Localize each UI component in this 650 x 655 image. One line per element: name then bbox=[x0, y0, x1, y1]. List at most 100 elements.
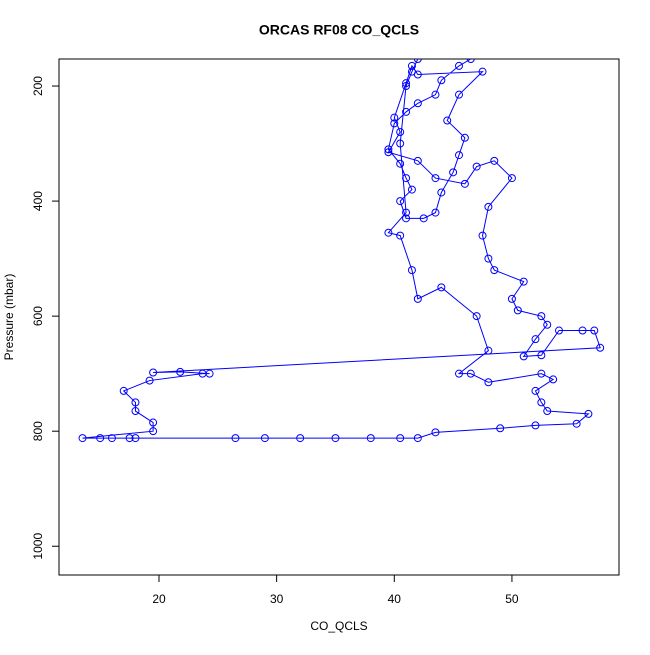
y-tick-label: 200 bbox=[31, 76, 45, 96]
data-line bbox=[82, 59, 601, 439]
data-point bbox=[413, 156, 422, 165]
data-point bbox=[437, 188, 446, 197]
y-axis-label: Pressure (mbar) bbox=[2, 274, 16, 361]
data-point bbox=[590, 326, 599, 335]
data-point bbox=[555, 326, 563, 335]
data-point bbox=[384, 145, 393, 154]
data-point bbox=[402, 79, 411, 88]
data-point bbox=[549, 375, 558, 384]
data-point bbox=[519, 277, 528, 286]
data-point bbox=[466, 59, 475, 63]
data-point bbox=[125, 434, 134, 443]
data-point bbox=[402, 214, 411, 223]
data-point bbox=[455, 61, 463, 70]
data-point bbox=[472, 312, 481, 321]
y-tick-label: 400 bbox=[31, 191, 45, 211]
data-point bbox=[131, 434, 140, 443]
data-point bbox=[537, 312, 546, 321]
y-tick-label: 1000 bbox=[31, 533, 45, 560]
x-tick-label: 30 bbox=[270, 592, 284, 606]
data-point bbox=[402, 208, 411, 217]
data-point bbox=[260, 434, 269, 443]
data-point bbox=[472, 162, 481, 171]
x-tick-label: 50 bbox=[505, 592, 519, 606]
data-point bbox=[176, 367, 185, 376]
data-point bbox=[466, 369, 475, 378]
data-point bbox=[407, 185, 416, 194]
data-point bbox=[384, 148, 393, 157]
data-point bbox=[543, 407, 552, 416]
data-point bbox=[496, 424, 505, 433]
data-point bbox=[419, 214, 428, 223]
data-point bbox=[396, 159, 405, 168]
data-point bbox=[437, 76, 446, 85]
data-point bbox=[407, 67, 416, 76]
data-point bbox=[96, 434, 105, 443]
data-point bbox=[396, 231, 405, 240]
plot-frame bbox=[58, 58, 620, 576]
data-point bbox=[198, 369, 207, 378]
data-point bbox=[396, 128, 405, 137]
data-point bbox=[484, 202, 493, 211]
data-point bbox=[407, 266, 416, 275]
data-point bbox=[131, 398, 140, 407]
data-point bbox=[578, 326, 587, 335]
data-point bbox=[396, 434, 405, 443]
data-point bbox=[531, 386, 540, 395]
data-point bbox=[402, 107, 411, 116]
y-tick-label: 600 bbox=[31, 306, 45, 326]
data-point bbox=[149, 368, 158, 377]
data-point bbox=[455, 369, 463, 378]
data-point bbox=[519, 352, 528, 361]
data-point bbox=[531, 421, 540, 430]
data-point bbox=[145, 376, 154, 385]
data-point bbox=[149, 427, 158, 436]
data-point bbox=[537, 369, 546, 378]
data-point bbox=[455, 151, 463, 160]
data-point bbox=[413, 59, 422, 63]
data-point bbox=[107, 434, 116, 443]
data-point bbox=[584, 409, 593, 418]
data-point bbox=[531, 335, 540, 344]
data-point bbox=[431, 174, 440, 183]
data-point bbox=[396, 139, 405, 148]
data-point bbox=[490, 156, 499, 165]
data-point bbox=[119, 386, 128, 395]
data-point bbox=[443, 116, 452, 125]
data-point bbox=[490, 266, 499, 275]
data-point bbox=[478, 67, 487, 76]
data-point bbox=[413, 294, 422, 303]
data-point bbox=[396, 197, 405, 206]
data-point bbox=[543, 320, 552, 329]
data-point bbox=[431, 208, 440, 217]
data-point bbox=[484, 254, 493, 263]
data-point bbox=[478, 231, 487, 240]
data-point bbox=[537, 351, 546, 360]
data-point bbox=[149, 418, 158, 427]
data-point bbox=[572, 419, 581, 428]
data-point bbox=[366, 434, 375, 443]
data-point bbox=[390, 119, 399, 128]
data-point bbox=[413, 434, 422, 443]
data-point bbox=[513, 306, 522, 315]
data-point bbox=[431, 428, 440, 437]
data-point bbox=[484, 346, 493, 355]
data-point bbox=[455, 90, 463, 99]
data-point bbox=[507, 174, 516, 183]
chart-title: ORCAS RF08 CO_QCLS bbox=[259, 22, 419, 38]
data-point bbox=[460, 133, 469, 142]
x-axis-label: CO_QCLS bbox=[310, 619, 367, 633]
data-point bbox=[231, 434, 240, 443]
data-point bbox=[402, 174, 411, 183]
plot-area bbox=[78, 59, 605, 443]
data-point bbox=[449, 168, 458, 177]
data-point bbox=[431, 90, 440, 99]
data-point bbox=[402, 82, 411, 91]
x-tick-label: 20 bbox=[152, 592, 166, 606]
data-point bbox=[384, 228, 393, 237]
data-point bbox=[78, 434, 87, 443]
data-point bbox=[437, 283, 446, 292]
data-point bbox=[296, 434, 305, 443]
data-point bbox=[537, 398, 546, 407]
